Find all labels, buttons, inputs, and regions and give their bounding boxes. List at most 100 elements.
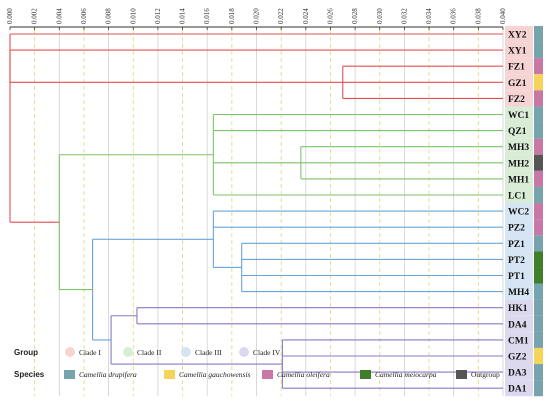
clade-cell xyxy=(505,283,533,300)
axis-tick-label: 0.034 xyxy=(425,8,433,24)
axis-tick-label: 0.036 xyxy=(450,8,458,24)
axis-tick-label: 0.022 xyxy=(277,8,285,24)
group-legend-swatch xyxy=(239,347,249,357)
axis-tick-label: 0.014 xyxy=(179,8,187,24)
leaf-label: PT2 xyxy=(508,256,525,266)
clade-cell xyxy=(505,42,533,59)
species-cell xyxy=(534,283,543,300)
leaf-label: XY2 xyxy=(508,31,527,41)
legend: Group Species Clade I Clade II Clade III Cl… xyxy=(14,347,500,379)
leaf-label: DA3 xyxy=(508,369,527,379)
species-legend-label: Camellia drupifera xyxy=(79,370,137,379)
axis-tick-label: 0.032 xyxy=(400,8,408,24)
species-legend-swatch xyxy=(262,370,273,379)
clade-cell xyxy=(505,170,533,187)
clade-cell xyxy=(505,315,533,332)
group-legend-swatch xyxy=(123,347,133,357)
clade-cell xyxy=(505,90,533,107)
species-cell xyxy=(534,154,543,171)
leaf-label: PZ1 xyxy=(508,240,525,250)
species-cell xyxy=(534,235,543,252)
leaf-label: WC2 xyxy=(508,208,529,218)
leaf-labels: XY2 XY1 FZ1 GZ1 FZ2 WC1 QZ1 MH3 MH2 MH1 LC1 WC2 PZ2 P… xyxy=(508,31,529,395)
clade-cell xyxy=(505,138,533,155)
clade-backgrounds xyxy=(505,25,533,397)
clade-cell xyxy=(505,267,533,284)
leaf-label: MH2 xyxy=(508,159,529,169)
leaf-label: MH1 xyxy=(508,175,529,185)
leaf-label: GZ1 xyxy=(508,79,527,89)
group-legend-label: Clade IV xyxy=(253,348,281,357)
axis-tick-label: 0.008 xyxy=(105,8,113,24)
species-cell xyxy=(534,203,543,220)
leaf-label: PZ2 xyxy=(508,224,525,234)
group-legend-label: Clade II xyxy=(137,348,162,357)
axis-tick-label: 0.006 xyxy=(80,8,88,24)
species-cell xyxy=(534,58,543,75)
species-legend-swatch xyxy=(64,370,75,379)
clade-cell xyxy=(505,203,533,220)
species-cell xyxy=(534,299,543,316)
species-cell xyxy=(534,74,543,91)
gridlines xyxy=(34,30,504,397)
species-cell xyxy=(534,170,543,187)
clade-cell xyxy=(505,106,533,123)
group-legend-title: Group xyxy=(14,348,38,357)
clade-cell xyxy=(505,235,533,252)
species-cell xyxy=(534,42,543,59)
clade-cell xyxy=(505,364,533,381)
axis-tick-label: 0.000 xyxy=(6,8,14,24)
axis-tick-label: 0.030 xyxy=(376,8,384,24)
species-legend-label: Outgroup xyxy=(471,370,500,379)
leaf-label: FZ2 xyxy=(508,95,525,105)
leaf-label: QZ1 xyxy=(508,127,527,137)
axis-tick-label: 0.028 xyxy=(351,8,359,24)
species-cell xyxy=(534,90,543,107)
species-legend-label: Camellia gauchowensis xyxy=(179,370,251,379)
clade-cell xyxy=(505,331,533,348)
leaf-label: PT1 xyxy=(508,272,525,282)
clade-cell xyxy=(505,74,533,91)
species-cell xyxy=(534,315,543,332)
leaf-label: CM1 xyxy=(508,336,529,346)
species-legend-label: Camellia oleifera xyxy=(277,370,330,379)
species-cell xyxy=(534,186,543,204)
leaf-label: HK1 xyxy=(508,304,528,314)
species-cell xyxy=(534,219,543,236)
axis-tick-label: 0.012 xyxy=(154,8,162,24)
species-cell xyxy=(534,251,543,268)
species-legend-label: Camellia meiocarpa xyxy=(375,370,437,379)
axis-tick-label: 0.026 xyxy=(326,8,334,24)
axis-tick-label: 0.020 xyxy=(253,8,261,24)
tree-branches xyxy=(9,33,503,389)
species-cell xyxy=(534,267,543,284)
leaf-label: DA1 xyxy=(508,385,527,395)
clade-cell xyxy=(505,380,533,397)
clade-cell xyxy=(505,58,533,75)
clade-cell xyxy=(505,154,533,171)
axis-tick-label: 0.038 xyxy=(474,8,482,24)
species-cell xyxy=(534,106,543,123)
group-legend-label: Clade I xyxy=(79,348,101,357)
axis-tick-label: 0.018 xyxy=(228,8,236,24)
species-legend-swatch xyxy=(360,370,371,379)
species-cell xyxy=(534,138,543,155)
species-cell xyxy=(534,331,543,348)
group-legend-swatch xyxy=(181,347,191,357)
species-legend-swatch xyxy=(164,370,175,379)
species-cell xyxy=(534,25,543,43)
axis-tick-label: 0.040 xyxy=(499,8,507,24)
clade-cell xyxy=(505,251,533,268)
species-legend-title: Species xyxy=(14,370,45,379)
leaf-label: FZ1 xyxy=(508,63,525,73)
species-cell xyxy=(534,364,543,381)
clade-cell xyxy=(505,25,533,43)
clade-cell xyxy=(505,186,533,204)
group-legend-swatch xyxy=(65,347,75,357)
clade-cell xyxy=(505,299,533,316)
distance-axis: 0.000 0.002 0.004 0.006 0.008 0.010 0.012 0.014… xyxy=(6,8,507,30)
axis-tick-label: 0.002 xyxy=(31,8,39,24)
axis-tick-label: 0.004 xyxy=(55,8,63,24)
species-bar xyxy=(534,25,543,397)
axis-tick-label: 0.010 xyxy=(129,8,137,24)
